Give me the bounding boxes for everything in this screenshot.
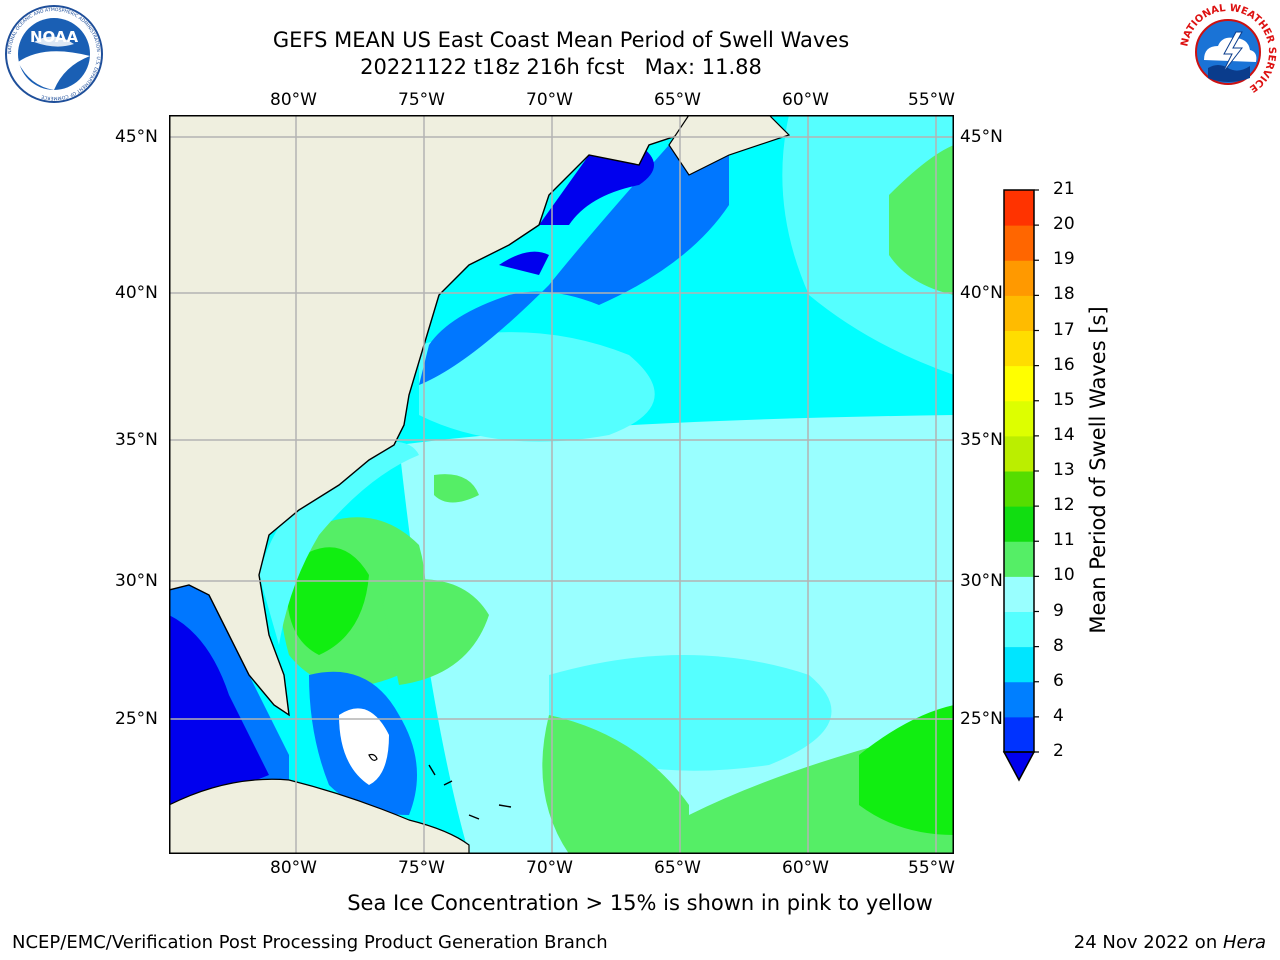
- colorbar-tick-label: 6: [1053, 670, 1064, 691]
- ocean-green-patch: [379, 579, 489, 685]
- lon-label-bottom: 70°W: [526, 858, 573, 878]
- colorbar-canvas: [1002, 189, 1039, 782]
- footer-machine: Hera: [1222, 932, 1266, 953]
- lon-label-top: 70°W: [526, 90, 573, 110]
- colorbar-tick-label: 9: [1053, 600, 1064, 621]
- colorbar-tick-label: 12: [1053, 495, 1075, 516]
- noaa-logo-icon: NOAA NATIONAL OCEANIC AND ATMOSPHERIC AD…: [4, 4, 104, 104]
- colorbar-swatch: [1004, 260, 1034, 296]
- colorbar-swatch: [1004, 541, 1034, 577]
- colorbar-swatch: [1004, 471, 1034, 507]
- lon-label-top: 65°W: [654, 90, 701, 110]
- lon-label-bottom: 65°W: [654, 858, 701, 878]
- lat-label-right: 35°N: [960, 430, 1003, 450]
- lat-label-left: 40°N: [115, 283, 158, 303]
- ocean-pale-cyan-region: [399, 415, 954, 854]
- bahamas-shallow-mask: [339, 708, 389, 785]
- us-land-mass: [169, 115, 690, 717]
- colorbar-ticks: 2 4 6 8 9 10 11 12 13 14 15 16 17 18 19 20 21: [1050, 179, 1090, 766]
- ocean-bright-green-region: [287, 547, 369, 655]
- ocean-deep-blue-li: [499, 251, 549, 275]
- colorbar-tick-label: 15: [1053, 389, 1075, 410]
- colorbar-tick-label: 2: [1053, 741, 1064, 761]
- colorbar-swatch: [1004, 225, 1034, 261]
- ocean-green-ne: [889, 145, 954, 295]
- lon-label-bottom: 55°W: [908, 858, 955, 878]
- lon-label-top: 55°W: [908, 90, 955, 110]
- colorbar-tick-label: 10: [1053, 565, 1075, 586]
- colorbar-tick-label: 17: [1053, 319, 1075, 340]
- lon-label-top: 60°W: [782, 90, 829, 110]
- colorbar-tick-label: 13: [1053, 460, 1075, 480]
- nws-logo-icon: NATIONAL WEATHER SERVICE: [1178, 2, 1278, 102]
- footer-date-text: 24 Nov 2022 on: [1073, 932, 1223, 953]
- ocean-light-cyan-south: [549, 655, 832, 771]
- ocean-green-spot: [434, 474, 479, 503]
- bahamas-island-outlines: [428, 764, 512, 820]
- lon-label-bottom: 60°W: [782, 858, 829, 878]
- colorbar-swatch: [1004, 576, 1034, 612]
- colorbar-tick-label: 18: [1053, 284, 1075, 305]
- ocean-light-cyan-mid: [419, 332, 655, 442]
- gulf-deep-blue-region: [169, 615, 269, 815]
- footer-date: 24 Nov 2022 on Hera: [1074, 932, 1266, 953]
- colorbar-swatch: [1004, 681, 1034, 718]
- ocean-blue-ne: [419, 135, 729, 385]
- map-title: GEFS MEAN US East Coast Mean Period of S…: [272, 28, 850, 52]
- lat-label-left: 35°N: [115, 430, 158, 450]
- map-subtitle: 20221122 t18z 216h fcst Max: 11.88: [360, 55, 762, 79]
- footer-branch: NCEP/EMC/Verification Post Processing Pr…: [12, 932, 608, 953]
- lon-label-bottom: 75°W: [398, 858, 445, 878]
- lat-label-left: 30°N: [115, 571, 158, 591]
- lat-label-right: 40°N: [960, 283, 1003, 303]
- colorbar-swatch: [1004, 435, 1034, 472]
- lon-label-bottom: 80°W: [270, 858, 317, 878]
- lat-label-left: 45°N: [115, 127, 158, 147]
- sea-ice-note-text: Sea Ice Concentration > 15% is shown in …: [347, 891, 933, 915]
- colorbar-swatch: [1004, 295, 1034, 331]
- colorbar-tick-label: 19: [1053, 249, 1075, 270]
- lat-label-left: 25°N: [115, 709, 158, 729]
- cuba-land-mass: [169, 778, 470, 854]
- colorbar-extend-arrow: [1002, 751, 1036, 782]
- sea-ice-note: Sea Ice Concentration > 15% is shown in …: [0, 891, 1280, 915]
- colorbar-swatch: [1004, 365, 1034, 402]
- ocean-bright-green-se: [859, 705, 954, 835]
- lon-label-top: 80°W: [270, 90, 317, 110]
- island-outline: [368, 753, 378, 761]
- nova-scotia-land: [668, 115, 791, 176]
- colorbar-swatch: [1004, 506, 1034, 542]
- lat-label-right: 25°N: [960, 709, 1003, 729]
- colorbar-swatch: [1004, 716, 1034, 753]
- colorbar-swatch: [1004, 646, 1034, 683]
- noaa-logo-text: NOAA: [30, 28, 79, 46]
- colorbar-tick-label: 11: [1053, 530, 1075, 551]
- colorbar-label: Mean Period of Swell Waves [s]: [1086, 306, 1110, 634]
- colorbar-swatch: [1004, 611, 1034, 648]
- colorbar-tick-label: 20: [1053, 214, 1075, 235]
- map-canvas: [169, 115, 954, 854]
- colorbar-swatch: [1004, 330, 1034, 367]
- colorbar-tick-label: 16: [1053, 354, 1075, 375]
- graticule: [169, 115, 954, 854]
- map-frame: [169, 115, 954, 854]
- colorbar-swatch: [1004, 190, 1034, 226]
- colorbar-tick-label: 14: [1053, 424, 1075, 445]
- swell-period-map: [169, 115, 954, 854]
- colorbar-tick-label: 4: [1053, 705, 1064, 726]
- lat-label-right: 45°N: [960, 127, 1003, 147]
- lon-label-top: 75°W: [398, 90, 445, 110]
- colorbar-tick-label: 21: [1053, 179, 1075, 199]
- lat-label-right: 30°N: [960, 571, 1003, 591]
- colorbar: [1000, 186, 1060, 786]
- ocean-green-south: [542, 715, 689, 854]
- colorbar-swatch: [1004, 400, 1034, 437]
- ocean-deep-blue-maine: [539, 145, 654, 225]
- colorbar-tick-label: 8: [1053, 635, 1064, 656]
